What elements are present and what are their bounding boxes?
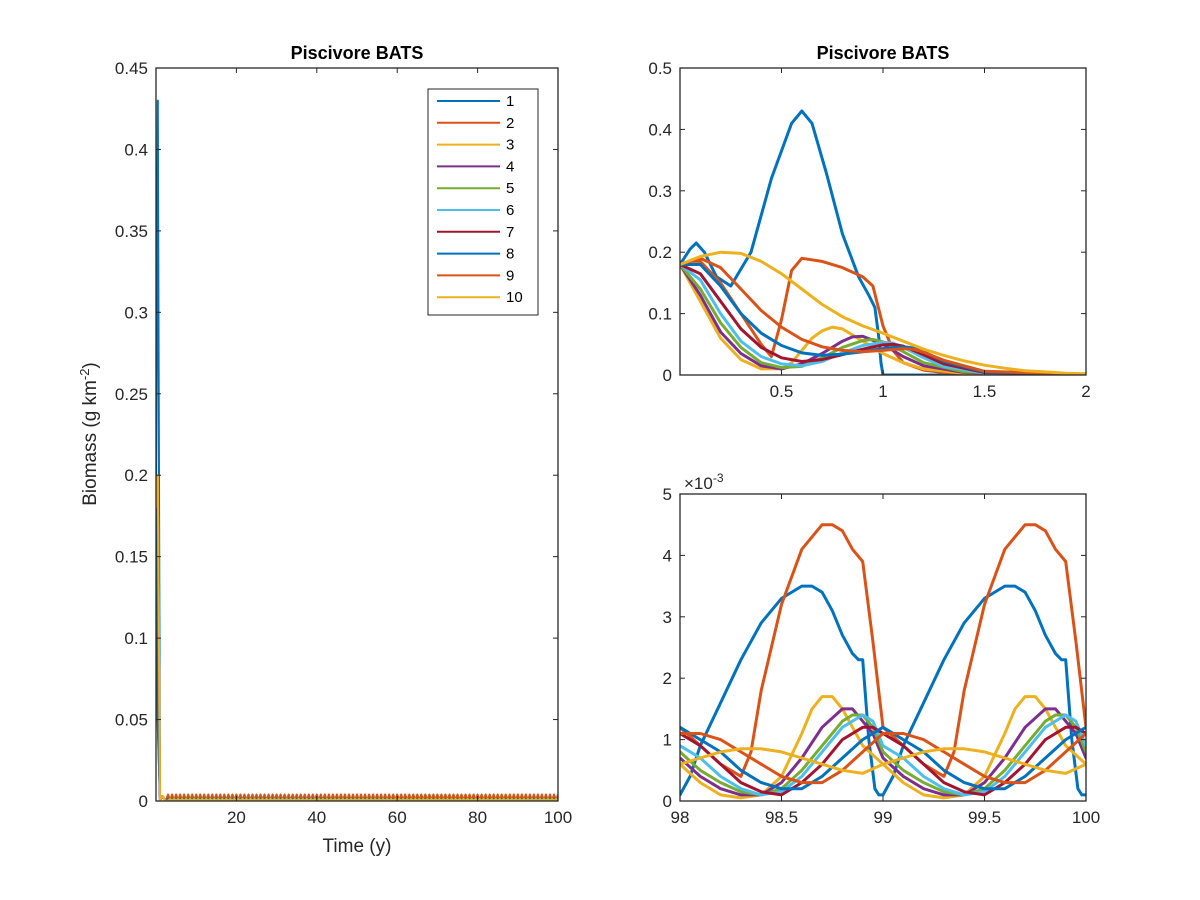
top-right-axes-box — [679, 67, 1087, 376]
bottom-right-ytick-label: 1 — [663, 731, 672, 750]
top-right-title: Piscivore BATS — [817, 43, 950, 63]
top-right-panel: 0.5 1 1.5 2 0 0.1 0.2 0.3 0.4 0.5 Piscivore BATS — [648, 43, 1090, 401]
legend-label-1: 1 — [506, 93, 514, 110]
legend-label-10: 10 — [506, 289, 523, 306]
legend-label-8: 8 — [506, 246, 514, 263]
bottom-right-ytick-label: 0 — [663, 792, 672, 811]
legend: 1 2 3 4 5 6 7 8 9 10 — [427, 88, 539, 316]
top-right-series-line-9 — [680, 256, 1086, 375]
bottom-right-multiplier: ×10 — [684, 474, 713, 493]
left-ytick-label: 0.05 — [115, 711, 148, 730]
top-right-ytick-label: 0.3 — [648, 182, 672, 201]
bottom-right-series-line-10 — [680, 747, 1086, 775]
top-right-xtick-label: 2 — [1081, 382, 1090, 401]
left-panel: 20 40 60 80 100 0 0.05 0.1 0.15 0.2 0.25 0.3 0.35 0.4… — [77, 43, 572, 857]
top-right-ytick-label: 0.5 — [648, 59, 672, 78]
legend-label-4: 4 — [506, 158, 514, 175]
legend-label-5: 5 — [506, 180, 514, 197]
bottom-right-multiplier-exp: -3 — [713, 471, 724, 485]
bottom-right-xtick-label: 99 — [874, 808, 893, 827]
left-xtick-label: 20 — [227, 808, 246, 827]
left-ylabel: Biomass (g km-2) — [77, 362, 101, 506]
left-ylabel-main: Biomass (g km — [80, 380, 101, 506]
top-right-xtick-label: 1.5 — [973, 382, 997, 401]
top-right-ytick-label: 0.2 — [648, 243, 672, 262]
bottom-right-ticks: 98 98.5 99 99.5 100 0 1 2 3 4 5 — [663, 485, 1101, 827]
bottom-right-panel: 98 98.5 99 99.5 100 0 1 2 3 4 5 ×10-3 — [663, 471, 1101, 827]
left-title: Piscivore BATS — [291, 43, 424, 63]
bottom-right-ytick-label: 3 — [663, 608, 672, 627]
top-right-series-line-5 — [680, 263, 1086, 375]
legend-label-7: 7 — [506, 224, 514, 241]
left-ytick-label: 0.25 — [115, 385, 148, 404]
legend-label-9: 9 — [506, 267, 514, 284]
left-ytick-label: 0.4 — [124, 140, 148, 159]
bottom-right-series-group — [680, 523, 1086, 800]
top-right-series-group — [680, 109, 1086, 375]
legend-label-6: 6 — [506, 202, 514, 219]
bottom-right-ytick-label: 5 — [663, 485, 672, 504]
left-ytick-label: 0.45 — [115, 59, 148, 78]
left-xtick-label: 60 — [388, 808, 407, 827]
bottom-right-series-line-1 — [680, 584, 1086, 797]
bottom-right-axes-box — [679, 493, 1087, 802]
top-right-ytick-label: 0.1 — [648, 305, 672, 324]
bottom-right-ytick-label: 2 — [663, 669, 672, 688]
bottom-right-ytick-label: 4 — [663, 546, 672, 565]
left-ytick-label: 0 — [139, 792, 148, 811]
left-ylabel-close: ) — [80, 362, 101, 368]
bottom-right-series-line-9 — [680, 732, 1086, 785]
left-xtick-label: 40 — [307, 808, 326, 827]
top-right-series-line-10 — [680, 250, 1086, 375]
legend-label-2: 2 — [506, 115, 514, 132]
left-axes-box — [155, 67, 559, 802]
bottom-right-exponent-label: ×10-3 — [684, 471, 724, 493]
left-xtick-label: 100 — [544, 808, 572, 827]
bottom-right-xtick-label: 100 — [1072, 808, 1100, 827]
bottom-right-xtick-label: 98.5 — [765, 808, 798, 827]
bottom-right-xtick-label: 98 — [671, 808, 690, 827]
top-right-xtick-label: 1 — [878, 382, 887, 401]
left-ytick-label: 0.35 — [115, 222, 148, 241]
legend-label-3: 3 — [506, 137, 514, 154]
left-ytick-label: 0.1 — [124, 629, 148, 648]
left-ticks: 20 40 60 80 100 0 0.05 0.1 0.15 0.2 0.25 0.3 0.35 0.4… — [115, 59, 572, 827]
bottom-right-series-line-6 — [680, 713, 1086, 797]
top-right-xtick-label: 0.5 — [770, 382, 794, 401]
legend-box — [427, 88, 539, 316]
top-right-ytick-label: 0 — [663, 366, 672, 385]
top-right-series-line-3 — [680, 263, 1086, 375]
bottom-right-xtick-label: 99.5 — [968, 808, 1001, 827]
left-xlabel: Time (y) — [323, 836, 392, 857]
left-ylabel-exponent: -2 — [77, 369, 92, 381]
left-xtick-label: 80 — [468, 808, 487, 827]
left-ytick-label: 0.3 — [124, 303, 148, 322]
bottom-right-series-line-8 — [680, 725, 1086, 791]
top-right-ytick-label: 0.4 — [648, 120, 672, 139]
left-ytick-label: 0.2 — [124, 466, 148, 485]
left-ytick-label: 0.15 — [115, 548, 148, 567]
